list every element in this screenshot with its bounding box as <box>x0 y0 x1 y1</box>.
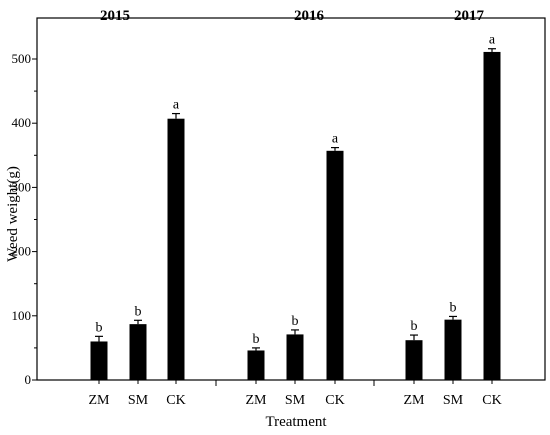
x-tick-label: ZM <box>246 393 268 408</box>
x-tick-label: CK <box>166 393 185 408</box>
x-tick-label: SM <box>443 393 464 408</box>
x-tick-label: CK <box>325 393 344 408</box>
x-axis-label: Treatment <box>265 414 327 430</box>
y-axis-label: Weed weight(g) <box>5 166 21 262</box>
significance-letter: b <box>253 332 260 347</box>
bars: b b a b b a b b a <box>90 33 501 381</box>
bar <box>405 340 423 380</box>
x-axis-labels: ZM SM CK ZM SM CK ZM SM CK <box>89 380 502 408</box>
bar <box>247 350 265 380</box>
significance-letter: b <box>411 319 418 334</box>
significance-letter: b <box>450 300 457 315</box>
bar <box>90 341 108 380</box>
group-titles: 2015 2016 2017 <box>100 8 485 24</box>
bar <box>483 51 501 381</box>
bar <box>129 324 147 380</box>
significance-letter: b <box>135 304 142 319</box>
significance-letter: b <box>292 314 299 329</box>
y-axis-ticks: 0 100 200 300 400 500 <box>12 51 37 387</box>
bar <box>286 334 304 380</box>
y-tick-label: 0 <box>25 372 32 387</box>
y-tick-label: 300 <box>12 179 32 194</box>
x-tick-label: ZM <box>89 393 111 408</box>
y-tick-label: 100 <box>12 308 32 323</box>
x-tick-label: SM <box>285 393 306 408</box>
x-tick-label: SM <box>128 393 149 408</box>
axes <box>36 17 546 386</box>
significance-letter: a <box>489 33 496 48</box>
y-tick-label: 400 <box>12 115 32 130</box>
group-title: 2017 <box>454 8 485 24</box>
significance-letter: a <box>332 132 339 147</box>
bar <box>444 319 462 380</box>
bar <box>167 118 185 381</box>
significance-letter: b <box>96 320 103 335</box>
x-tick-label: CK <box>482 393 501 408</box>
significance-letter: a <box>173 98 180 113</box>
y-tick-label: 200 <box>12 244 32 259</box>
y-tick-label: 500 <box>12 51 32 66</box>
group-title: 2016 <box>294 8 325 24</box>
bar <box>326 150 344 380</box>
group-title: 2015 <box>100 8 130 24</box>
x-tick-label: ZM <box>404 393 426 408</box>
